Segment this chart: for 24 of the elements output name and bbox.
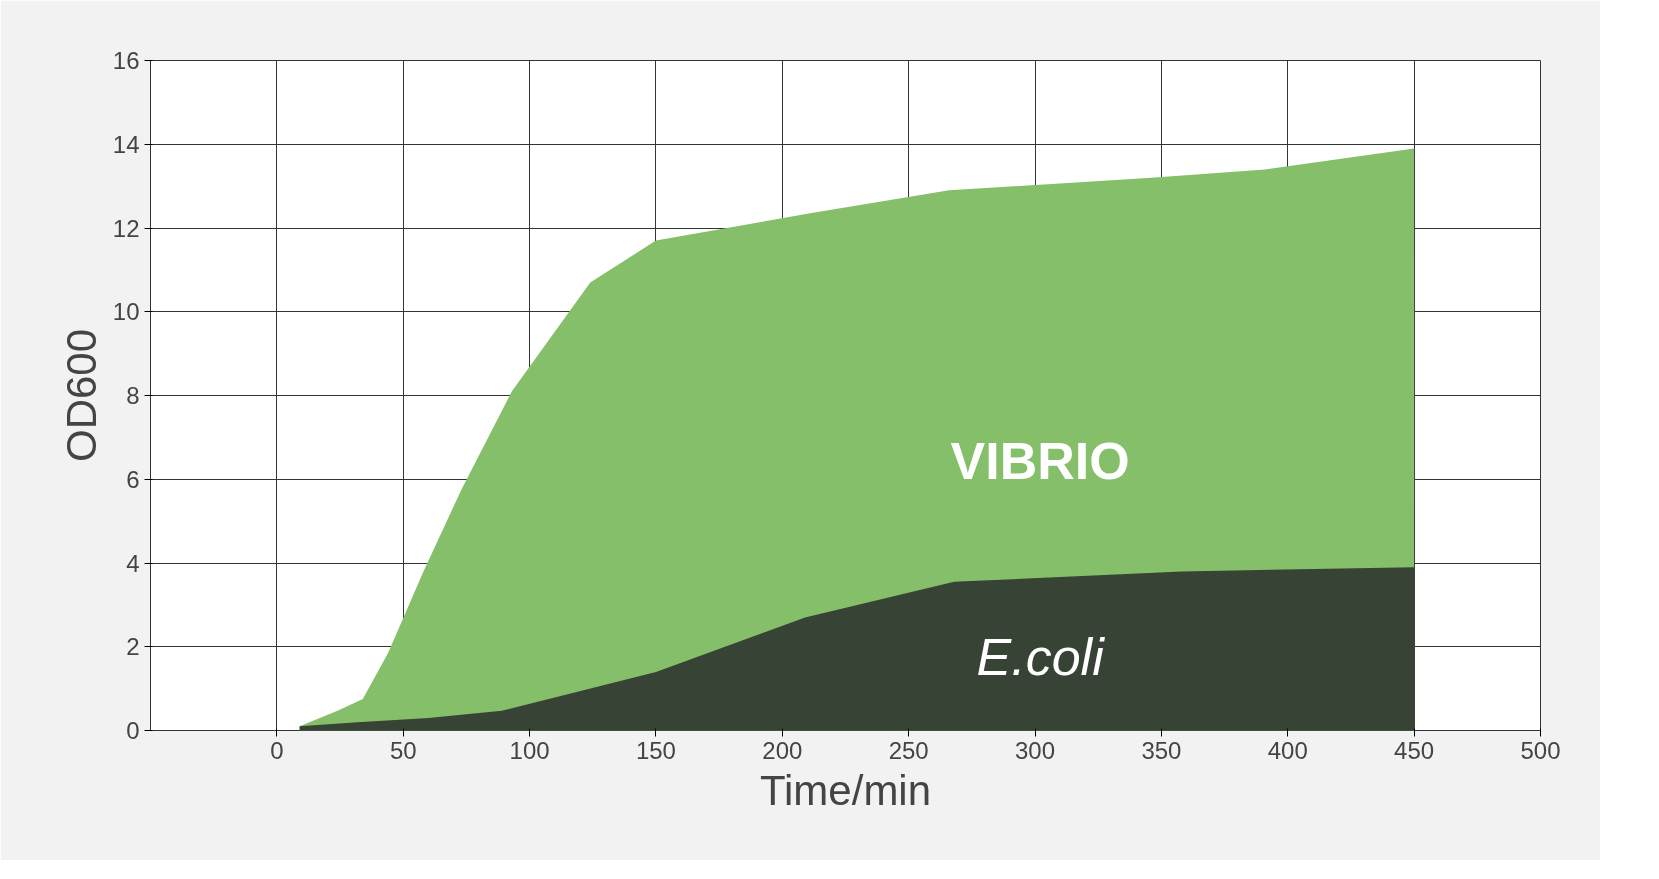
series-label: E.coli [976, 627, 1106, 686]
y-tick-label: 6 [126, 465, 140, 493]
y-axis-title: OD600 [57, 328, 105, 463]
y-tick-label: 8 [126, 382, 140, 409]
x-tick-label: 350 [1141, 736, 1182, 764]
y-tick-label: 0 [126, 717, 140, 744]
x-tick-label: 250 [888, 736, 929, 764]
y-tick-label: 16 [112, 47, 140, 74]
x-tick-label: 50 [389, 736, 417, 764]
series-label: VIBRIO [950, 431, 1130, 490]
x-tick-label: 500 [1520, 736, 1561, 764]
x-tick-label: 150 [635, 736, 676, 764]
y-tick-label: 14 [112, 130, 140, 158]
x-tick-label: 300 [1015, 736, 1056, 764]
x-tick-label: 400 [1267, 736, 1308, 764]
y-tick-label: 2 [126, 633, 140, 661]
y-tick-label: 10 [112, 298, 140, 326]
x-tick-label: 450 [1394, 736, 1435, 764]
x-tick-label: 0 [270, 736, 284, 764]
x-tick-label: 200 [762, 736, 803, 764]
x-tick-label: 100 [509, 736, 550, 764]
y-tick-label: 4 [126, 549, 140, 577]
x-axis-title: Time/min [759, 766, 932, 814]
y-tick-label: 12 [112, 214, 140, 242]
